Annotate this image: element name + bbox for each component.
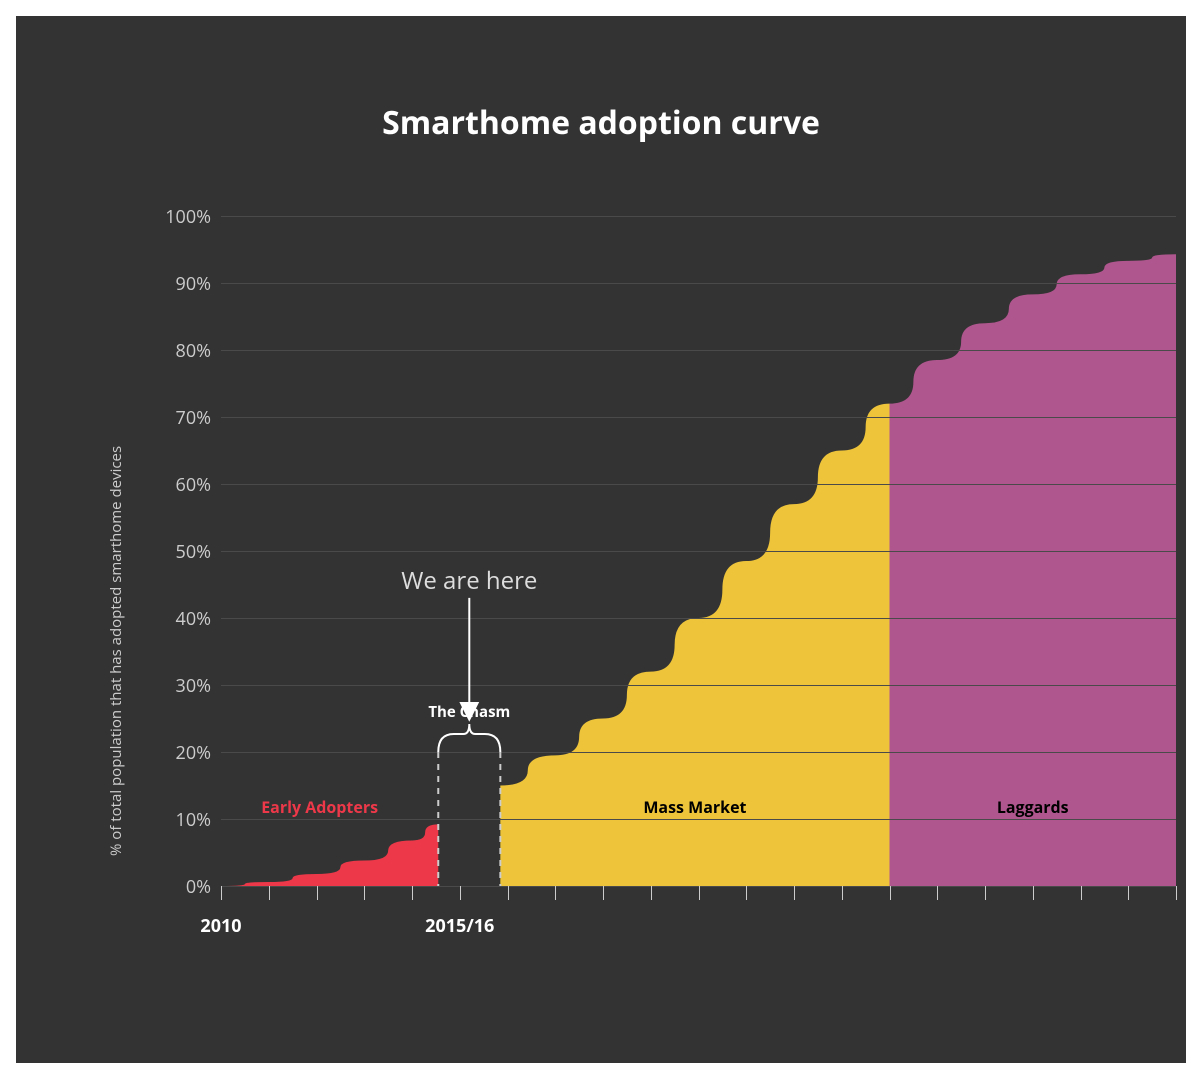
x-tick-mark (460, 886, 461, 900)
x-tick-mark (221, 886, 222, 900)
y-tick-label: 10% (151, 808, 211, 832)
y-tick-label: 80% (151, 339, 211, 363)
y-tick-label: 30% (151, 674, 211, 698)
y-tick-label: 100% (151, 205, 211, 229)
x-tick-mark (985, 886, 986, 900)
x-tick-mark (364, 886, 365, 900)
segment-label-laggards: Laggards (953, 796, 1113, 818)
x-tick-label: 2010 (161, 914, 281, 938)
x-tick-mark (412, 886, 413, 900)
x-tick-mark (603, 886, 604, 900)
x-tick-mark (1176, 886, 1177, 900)
annotation-text: We are here (379, 564, 559, 597)
x-tick-mark (842, 886, 843, 900)
x-tick-label: 2015/16 (400, 914, 520, 938)
x-tick-mark (1128, 886, 1129, 900)
chasm-brace-icon (438, 724, 500, 752)
segment-label-early_adopters: Early Adopters (240, 796, 400, 818)
x-tick-mark (508, 886, 509, 900)
overlay-svg (221, 216, 1176, 886)
x-tick-mark (651, 886, 652, 900)
x-tick-mark (555, 886, 556, 900)
y-tick-label: 0% (151, 875, 211, 899)
segment-label-mass_market: Mass Market (615, 796, 775, 818)
chart-title: Smarthome adoption curve (16, 101, 1186, 144)
y-tick-label: 50% (151, 540, 211, 564)
x-tick-mark (317, 886, 318, 900)
y-tick-label: 70% (151, 406, 211, 430)
chasm-label: The Chasm (409, 702, 529, 722)
x-tick-mark (890, 886, 891, 900)
x-tick-mark (746, 886, 747, 900)
x-tick-mark (1081, 886, 1082, 900)
y-tick-label: 60% (151, 473, 211, 497)
y-tick-label: 40% (151, 607, 211, 631)
x-tick-mark (1033, 886, 1034, 900)
y-tick-label: 20% (151, 741, 211, 765)
x-tick-mark (794, 886, 795, 900)
x-tick-mark (937, 886, 938, 900)
plot-area: Early Adopters Mass Market Laggards The Ch… (221, 216, 1176, 886)
y-tick-label: 90% (151, 272, 211, 296)
y-axis-title: % of total population that has adopted s… (106, 446, 126, 856)
chart-panel: Smarthome adoption curve % of total popu… (16, 16, 1186, 1063)
x-tick-mark (699, 886, 700, 900)
x-tick-mark (269, 886, 270, 900)
